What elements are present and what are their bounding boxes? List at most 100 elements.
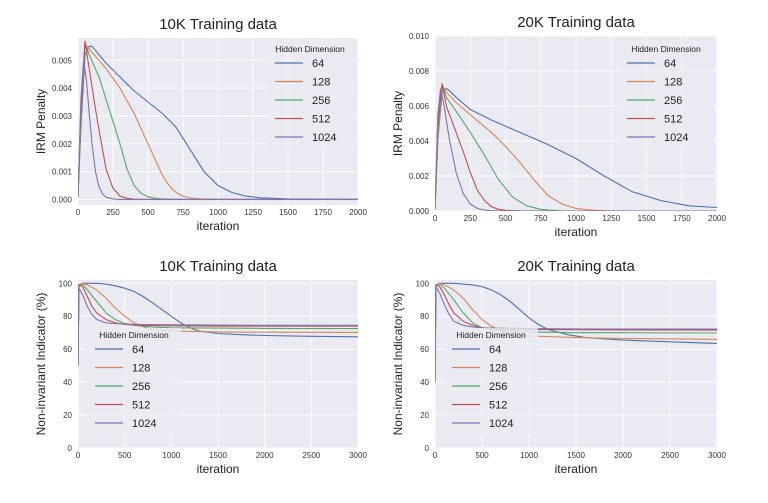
plot-panel-3: 0 500 1000 1500 2000 2500 3000 0 20 40 60 80 100 10K … xyxy=(34,258,367,476)
legend: Hidden Dimension 64 128 256 512 1024 xyxy=(619,42,713,149)
x-tick-label: 0 xyxy=(76,208,81,217)
legend: Hidden Dimension 64 128 256 512 1024 xyxy=(87,328,181,435)
legend-label-1024: 1024 xyxy=(312,132,336,144)
legend-label-64: 64 xyxy=(312,58,324,70)
x-axis-label: iteration xyxy=(197,462,240,476)
y-tick-label: 0.000 xyxy=(409,207,430,216)
y-tick-label: 0.002 xyxy=(52,140,73,149)
series-line-64 xyxy=(78,45,358,200)
plot-panel-2: 0 250 500 750 1000 1250 1500 1750 2000 0.000 0.002… xyxy=(391,14,726,239)
x-tick-label: 0 xyxy=(433,214,438,223)
legend-label-1024: 1024 xyxy=(664,132,688,144)
y-axis-label: IRM Penalty xyxy=(34,89,48,154)
x-tick-label: 1000 xyxy=(520,451,538,460)
x-tick-label: 2500 xyxy=(661,451,679,460)
y-tick-label: 0.008 xyxy=(409,67,430,76)
y-tick-label: 80 xyxy=(420,312,429,321)
x-tick-label: 1250 xyxy=(244,208,262,217)
y-tick-label: 40 xyxy=(420,378,429,387)
x-tick-label: 0 xyxy=(76,451,81,460)
y-tick-label: 20 xyxy=(63,411,72,420)
x-tick-label: 2000 xyxy=(349,208,367,217)
plot-title: 20K Training data xyxy=(517,14,635,31)
y-axis-label: Non-invariant Indicator (%) xyxy=(391,293,405,436)
legend-label-128: 128 xyxy=(664,77,682,89)
legend: Hidden Dimension 64 128 256 512 1024 xyxy=(444,328,538,435)
y-tick-label: 20 xyxy=(420,411,429,420)
legend-box xyxy=(87,328,181,435)
y-axis-label: Non-invariant Indicator (%) xyxy=(34,293,48,436)
legend-label-1024: 1024 xyxy=(132,418,156,430)
y-tick-label: 0 xyxy=(68,444,73,453)
legend-box xyxy=(444,328,538,435)
x-tick-label: 1750 xyxy=(314,208,332,217)
plot-title: 10K Training data xyxy=(159,258,277,275)
x-tick-label: 1250 xyxy=(602,214,620,223)
x-tick-label: 3000 xyxy=(708,451,726,460)
x-tick-label: 1500 xyxy=(279,208,297,217)
y-tick-label: 0.006 xyxy=(409,102,430,111)
y-tick-label: 0.010 xyxy=(409,32,430,41)
x-tick-label: 250 xyxy=(106,208,120,217)
legend-label-64: 64 xyxy=(664,58,676,70)
y-tick-label: 0.003 xyxy=(52,112,73,121)
series-line-1024 xyxy=(435,284,717,383)
x-tick-label: 750 xyxy=(176,208,190,217)
y-tick-label: 0.002 xyxy=(409,172,430,181)
x-tick-label: 2000 xyxy=(614,451,632,460)
x-axis-label: iteration xyxy=(555,225,598,239)
x-tick-label: 500 xyxy=(475,451,489,460)
legend-label-256: 256 xyxy=(489,381,507,393)
legend: Hidden Dimension 64 128 256 512 1024 xyxy=(267,42,353,149)
plot-title: 20K Training data xyxy=(517,258,635,275)
legend-label-512: 512 xyxy=(132,400,150,412)
legend-label-256: 256 xyxy=(132,381,150,393)
legend-label-512: 512 xyxy=(312,114,330,126)
legend-title: Hidden Dimension xyxy=(99,330,169,340)
x-tick-label: 0 xyxy=(433,451,438,460)
series-line-512 xyxy=(78,284,358,366)
y-tick-label: 60 xyxy=(63,345,72,354)
x-tick-label: 1000 xyxy=(567,214,585,223)
x-tick-label: 500 xyxy=(499,214,513,223)
legend-label-128: 128 xyxy=(312,77,330,89)
series-line-1024 xyxy=(435,88,717,211)
x-axis-label: iteration xyxy=(555,462,598,476)
y-tick-label: 0.005 xyxy=(52,56,73,65)
x-tick-label: 1000 xyxy=(162,451,180,460)
legend-title: Hidden Dimension xyxy=(631,44,701,54)
y-tick-label: 60 xyxy=(420,345,429,354)
legend-label-1024: 1024 xyxy=(489,418,513,430)
x-tick-label: 1750 xyxy=(673,214,691,223)
x-tick-label: 1500 xyxy=(209,451,227,460)
x-tick-label: 500 xyxy=(118,451,132,460)
series-line-256 xyxy=(78,283,358,366)
x-tick-label: 250 xyxy=(464,214,478,223)
plot-panel-4: 0 500 1000 1500 2000 2500 3000 0 20 40 60 80 100 20K … xyxy=(391,258,726,476)
x-tick-label: 2000 xyxy=(256,451,274,460)
legend-title: Hidden Dimension xyxy=(275,44,345,54)
plot-panel-1: 0 250 500 750 1000 1250 1500 1750 2000 0.000 0.001… xyxy=(34,16,367,233)
y-tick-label: 0.000 xyxy=(52,195,73,204)
y-tick-label: 100 xyxy=(416,279,430,288)
x-tick-label: 2500 xyxy=(302,451,320,460)
legend-title: Hidden Dimension xyxy=(456,330,526,340)
legend-label-128: 128 xyxy=(489,363,507,375)
series-line-1024 xyxy=(78,286,358,366)
legend-label-512: 512 xyxy=(664,114,682,126)
x-tick-label: 500 xyxy=(141,208,155,217)
legend-box xyxy=(619,42,713,149)
series-line-1024 xyxy=(78,60,358,200)
x-tick-label: 750 xyxy=(534,214,548,223)
series-line-256 xyxy=(435,283,717,383)
x-axis-label: iteration xyxy=(197,219,240,233)
legend-box xyxy=(267,42,353,149)
x-tick-label: 1000 xyxy=(209,208,227,217)
legend-label-256: 256 xyxy=(312,95,330,107)
x-tick-label: 1500 xyxy=(567,451,585,460)
x-tick-label: 3000 xyxy=(349,451,367,460)
y-axis-label: IRM Penalty xyxy=(391,91,405,156)
series-line-128 xyxy=(78,282,358,366)
y-tick-label: 0.001 xyxy=(52,168,73,177)
